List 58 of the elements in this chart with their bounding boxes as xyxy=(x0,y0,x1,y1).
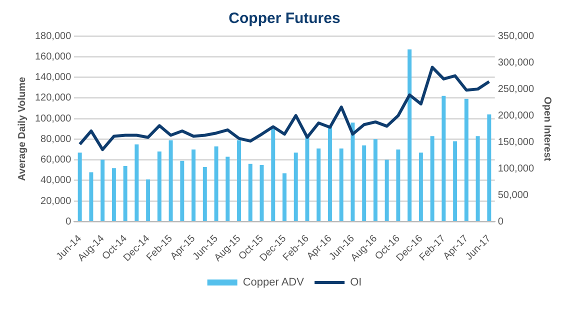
y2-tick-label: 150,000 xyxy=(498,136,534,148)
bar xyxy=(180,160,184,221)
bar xyxy=(362,145,366,221)
bar xyxy=(271,128,276,221)
bar xyxy=(328,126,332,221)
y2-tick-label: 100,000 xyxy=(498,163,534,174)
bar xyxy=(89,172,94,221)
bar xyxy=(418,152,423,221)
bar xyxy=(192,149,196,221)
bar xyxy=(202,167,207,221)
y-tick-label: 60,000 xyxy=(40,154,72,166)
y-tick-label: 0 xyxy=(66,216,72,228)
bar xyxy=(78,152,82,221)
bar xyxy=(294,152,298,221)
bar xyxy=(408,49,412,221)
bar xyxy=(464,98,468,221)
y-tick-label: 180,000 xyxy=(34,30,72,42)
bar xyxy=(384,160,389,221)
bar xyxy=(373,139,378,221)
bar xyxy=(157,152,162,221)
y-tick-label: 80,000 xyxy=(40,134,72,145)
y-tick-label: 40,000 xyxy=(40,175,72,186)
y2-tick-label: 50,000 xyxy=(498,190,529,201)
bar xyxy=(430,136,434,221)
bar xyxy=(442,96,446,221)
bar xyxy=(316,148,321,221)
y-tick-label: 140,000 xyxy=(34,72,72,84)
y-tick-label: 20,000 xyxy=(40,196,72,207)
bar xyxy=(487,114,492,221)
y-axis-title: Average Daily Volume xyxy=(16,76,28,181)
y2-tick-label: 0 xyxy=(498,216,504,228)
bar xyxy=(123,166,128,221)
y-tick-label: 100,000 xyxy=(34,113,72,124)
bar xyxy=(168,140,173,221)
y-tick-label: 120,000 xyxy=(34,92,72,104)
y-tick-label: 160,000 xyxy=(34,51,72,62)
bar xyxy=(248,164,252,221)
y2-axis-title: Open Interest xyxy=(541,96,552,162)
bar xyxy=(476,136,480,221)
bar xyxy=(112,168,116,221)
bar xyxy=(282,173,286,221)
bar xyxy=(396,149,400,221)
bar xyxy=(350,122,355,221)
y2-tick-label: 250,000 xyxy=(498,84,534,95)
bar xyxy=(226,156,230,221)
y2-tick-label: 200,000 xyxy=(498,110,534,122)
bar xyxy=(134,144,139,221)
bar xyxy=(214,146,218,221)
bar xyxy=(339,148,344,221)
bar xyxy=(146,179,150,221)
bar xyxy=(100,160,105,221)
legend-label: Copper ADV xyxy=(242,276,305,289)
bar xyxy=(237,140,242,221)
legend-label: OI xyxy=(350,276,362,289)
y2-tick-label: 350,000 xyxy=(498,30,534,42)
chart-title: Copper Futures xyxy=(228,10,340,28)
y2-tick-label: 300,000 xyxy=(498,57,534,68)
bar xyxy=(453,141,458,221)
